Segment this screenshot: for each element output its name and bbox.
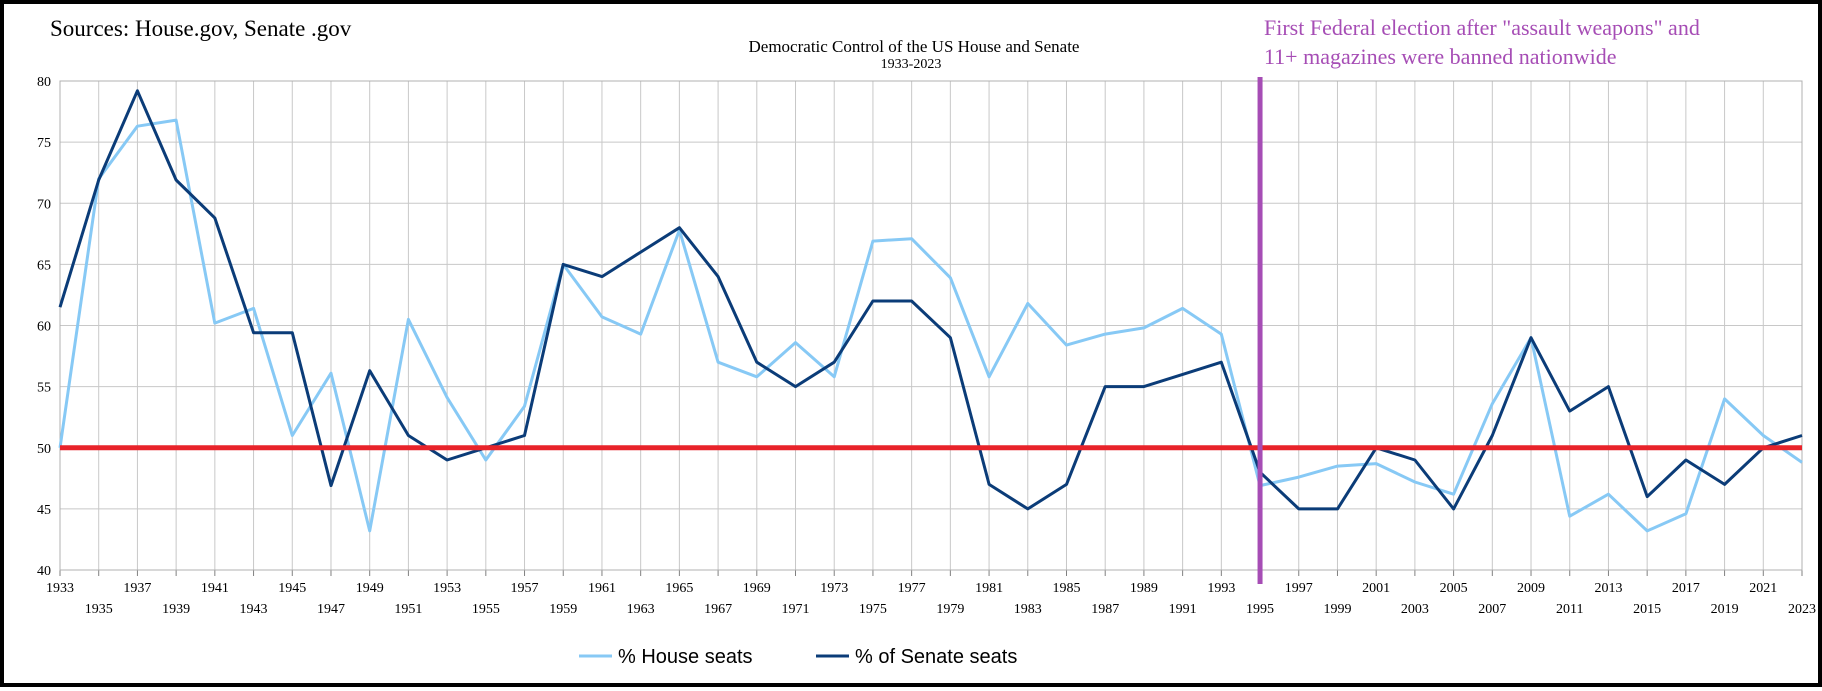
x-tick-label: 2019 <box>1711 602 1739 617</box>
x-tick-label: 1945 <box>278 581 306 596</box>
x-tick-label: 1981 <box>975 581 1003 596</box>
chart-subtitle: 1933-2023 <box>881 57 942 72</box>
series-line-house <box>58 118 1803 533</box>
y-tick-label: 60 <box>37 320 51 335</box>
x-tick-label: 1963 <box>627 602 655 617</box>
x-tick-label: 1965 <box>665 581 693 596</box>
x-tick-label: 1955 <box>472 602 500 617</box>
annotation-line-2: 11+ magazines were banned nationwide <box>1264 44 1616 69</box>
x-tick-label: 1939 <box>162 602 190 617</box>
source-note: Sources: House.gov, Senate .gov <box>50 16 352 41</box>
x-tick-label: 1985 <box>1052 581 1080 596</box>
x-tick-label: 1977 <box>898 581 926 596</box>
x-tick-label: 1933 <box>46 581 74 596</box>
x-tick-label: 1959 <box>549 602 577 617</box>
y-tick-label: 70 <box>37 197 51 212</box>
x-tick-label: 2011 <box>1556 602 1583 617</box>
x-tick-label: 1975 <box>859 602 887 617</box>
x-tick-label: 1951 <box>394 602 422 617</box>
x-axis-ticks: 1933 1935 1937 1939 1941 1943 1945 1947 1949 1951… <box>46 581 1816 617</box>
x-tick-label: 2009 <box>1517 581 1545 596</box>
x-tick-label: 1973 <box>820 581 848 596</box>
x-tick-label: 1989 <box>1130 581 1158 596</box>
x-tick-label: 1987 <box>1091 602 1119 617</box>
x-tick-label: 1953 <box>433 581 461 596</box>
x-tick-label: 1937 <box>123 581 151 596</box>
x-tick-label: 1947 <box>317 602 345 617</box>
x-tick-label: 1961 <box>588 581 616 596</box>
y-tick-label: 45 <box>37 503 51 518</box>
x-tick-label: 2003 <box>1401 602 1429 617</box>
x-tick-label: 2005 <box>1440 581 1468 596</box>
x-tick-label: 1979 <box>936 602 964 617</box>
legend-label-house: % House seats <box>618 646 753 668</box>
x-tick-label: 1949 <box>356 581 384 596</box>
x-tick-label: 1935 <box>85 602 113 617</box>
x-tick-label: 2021 <box>1749 581 1777 596</box>
x-tick-label: 2001 <box>1362 581 1390 596</box>
series-line-senate <box>58 89 1803 511</box>
legend-label-senate: % of Senate seats <box>855 646 1017 668</box>
chart: Sources: House.gov, Senate .gov Democrat… <box>37 15 1816 668</box>
reference-lines <box>60 77 1802 584</box>
y-tick-label: 50 <box>37 442 51 457</box>
x-tick-label: 2013 <box>1594 581 1622 596</box>
x-tick-label: 1967 <box>704 602 732 617</box>
x-tick-label: 1969 <box>743 581 771 596</box>
x-tick-label: 2023 <box>1788 602 1816 617</box>
x-tick-label: 1991 <box>1169 602 1197 617</box>
plot-area <box>59 80 1803 571</box>
x-tick-label: 1999 <box>1323 602 1351 617</box>
x-tick-label: 1941 <box>201 581 229 596</box>
chart-title: Democratic Control of the US House and S… <box>749 37 1080 56</box>
annotation-line-1: First Federal election after "assault we… <box>1264 15 1700 40</box>
x-tick-label: 1997 <box>1285 581 1313 596</box>
y-tick-label: 75 <box>37 136 51 151</box>
x-tick-label: 1983 <box>1014 602 1042 617</box>
x-tick-label: 2007 <box>1478 602 1506 617</box>
y-tick-label: 40 <box>37 564 51 579</box>
series-layer <box>58 89 1803 533</box>
grid <box>59 80 1803 576</box>
x-tick-label: 1957 <box>511 581 539 596</box>
x-tick-label: 2017 <box>1672 581 1700 596</box>
x-tick-label: 1993 <box>1207 581 1235 596</box>
x-tick-label: 1995 <box>1246 602 1274 617</box>
y-tick-label: 80 <box>37 75 51 90</box>
x-tick-label: 1971 <box>782 602 810 617</box>
y-tick-label: 65 <box>37 258 51 273</box>
x-tick-label: 2015 <box>1633 602 1661 617</box>
y-tick-label: 55 <box>37 381 51 396</box>
x-tick-label: 1943 <box>240 602 268 617</box>
legend: % House seats % of Senate seats <box>579 646 1017 668</box>
y-axis-ticks: 40 45 50 55 60 65 70 75 80 <box>37 75 51 579</box>
